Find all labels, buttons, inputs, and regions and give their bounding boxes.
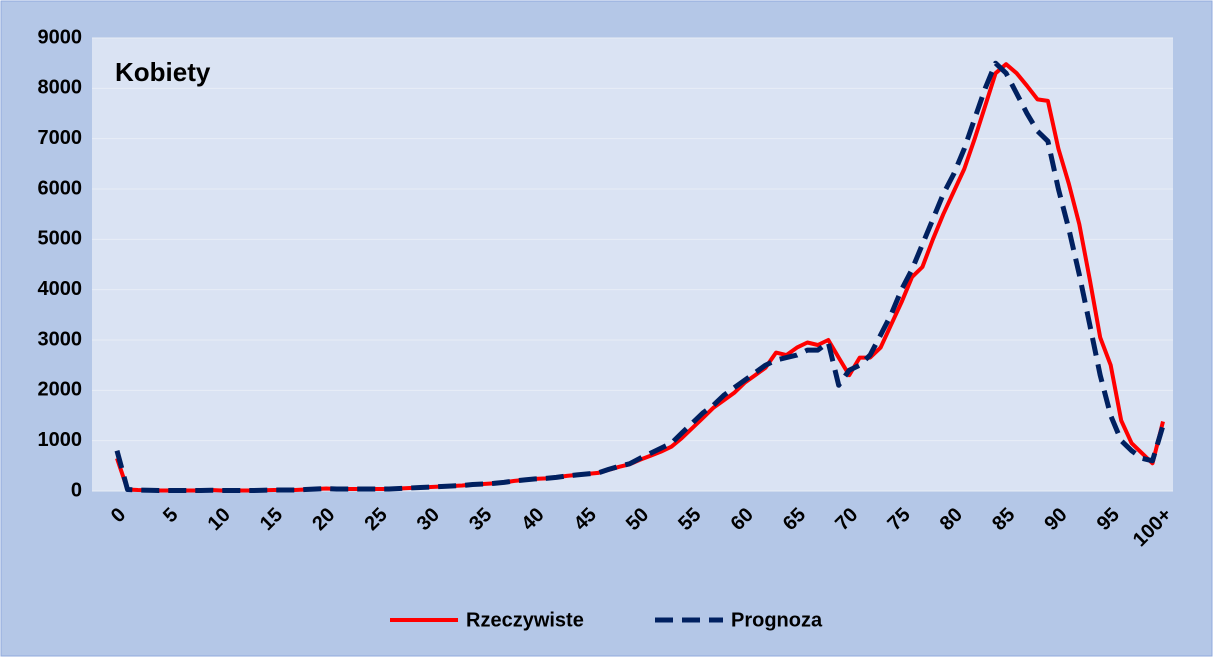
y-tick-label: 9000	[38, 26, 83, 48]
y-tick-label: 4000	[38, 278, 83, 300]
y-tick-label: 2000	[38, 379, 83, 401]
legend-item: Prognoza	[655, 609, 823, 631]
legend-label: Rzeczywiste	[466, 609, 584, 631]
legend-item: Rzeczywiste	[390, 609, 584, 631]
y-tick-label: 7000	[38, 127, 83, 149]
series-line	[114, 60, 1166, 493]
legend-label: Prognoza	[731, 609, 823, 631]
y-tick-label: 0	[71, 479, 82, 501]
y-tick-label: 5000	[38, 228, 83, 250]
plot-area	[92, 38, 1173, 491]
y-tick-label: 1000	[38, 429, 83, 451]
y-tick-label: 8000	[38, 77, 83, 99]
y-tick-label: 6000	[38, 177, 83, 199]
y-tick-label: 3000	[38, 328, 83, 350]
chart-title: Kobiety	[115, 57, 211, 87]
